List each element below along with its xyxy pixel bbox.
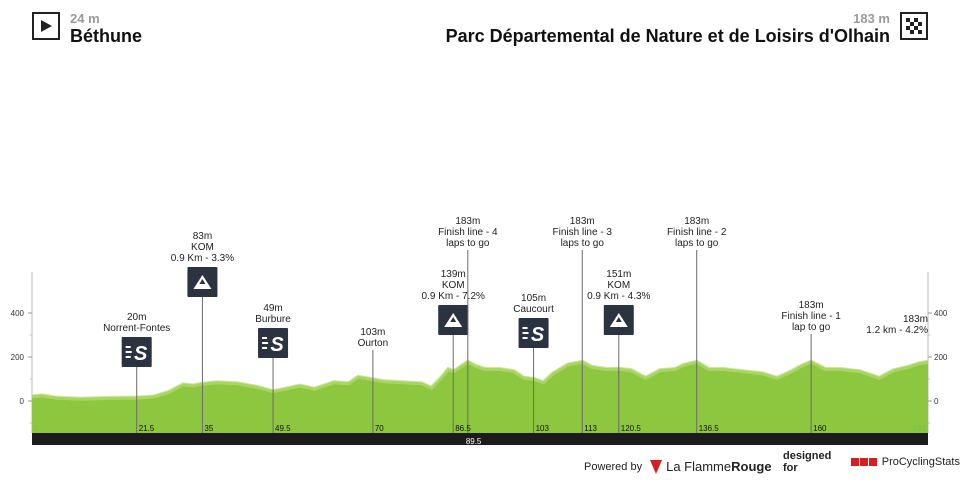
marker-label: 105m	[521, 293, 546, 304]
svg-text:S: S	[134, 343, 148, 365]
brand-b: Rouge	[731, 459, 772, 474]
marker-label: Caucourt	[513, 304, 554, 315]
marker-label: laps to go	[446, 238, 490, 249]
x-tick-label: 70	[375, 424, 384, 433]
marker-label: 83m	[193, 231, 212, 242]
marker-label: 0.9 Km - 7.2%	[422, 291, 485, 302]
mountain-icon	[438, 305, 469, 335]
finish-altitude: 183 m	[853, 11, 890, 26]
x-tick-label: 113	[584, 424, 597, 433]
marker-label: 49m	[263, 303, 282, 314]
y-tick-label-right: 0	[934, 397, 939, 406]
marker-label: 103m	[360, 327, 385, 338]
lafflamerouge-logo: La Flamme Rouge	[650, 459, 772, 474]
x-tick-label: 0	[34, 424, 39, 433]
marker-label: Finish line - 2	[667, 227, 727, 238]
powered-by: Powered by La Flamme Rouge	[584, 459, 772, 474]
powered-label: Powered by	[584, 460, 643, 473]
marker-label: Finish line - 4	[438, 227, 498, 238]
brand-a: La Flamme	[666, 459, 732, 474]
marker-label: laps to go	[675, 238, 719, 249]
designed-label: designed for	[783, 450, 832, 474]
x-tick-label: 21.5	[139, 424, 155, 433]
elevation-highlight	[31, 359, 929, 401]
marker-label: 0.9 Km - 4.3%	[587, 291, 650, 302]
x-tick-label: 120.5	[621, 424, 642, 433]
marker-label: 183m	[455, 216, 480, 227]
start-altitude: 24 m	[70, 11, 100, 26]
marker-label: 151m	[606, 269, 631, 280]
x-tick-label: 160	[813, 424, 827, 433]
sprint-icon: S	[121, 337, 152, 367]
x-tick-label: 49.5	[275, 424, 291, 433]
y-tick-label-left: 200	[11, 353, 25, 362]
marker-label: 183m	[684, 216, 709, 227]
marker-label: Norrent-Fontes	[103, 323, 170, 334]
flame-icon	[650, 459, 663, 474]
checkered-flag-icon	[900, 12, 928, 40]
y-tick-label-right: 400	[934, 309, 948, 318]
distance-bar	[32, 433, 928, 445]
marker-label: 183m	[799, 300, 824, 311]
marker-label: 1.2 km - 4.2%	[866, 325, 928, 336]
start-name: Béthune	[70, 26, 142, 46]
finish-name: Parc Départemental de Nature et de Loisi…	[445, 26, 890, 46]
designed-for: designed for ProCyclingStats	[783, 450, 960, 474]
marker-label: laps to go	[561, 238, 605, 249]
marker-label: 139m	[441, 269, 466, 280]
marker-label: Burbure	[255, 314, 291, 325]
svg-text:S: S	[270, 334, 284, 356]
x-tick-label: 89.5	[466, 437, 482, 446]
marker-label: Finish line - 3	[553, 227, 613, 238]
elevation-area	[32, 360, 928, 433]
svg-text:S: S	[531, 324, 545, 346]
sprint-icon: S	[518, 318, 549, 348]
x-tick-label: 136.5	[699, 424, 720, 433]
play-icon	[32, 12, 60, 40]
marker-label: 20m	[127, 312, 146, 323]
finish-header: 183 m Parc Départemental de Nature et de…	[446, 12, 928, 46]
y-tick-label-left: 0	[20, 397, 25, 406]
sprint-icon: S	[258, 328, 289, 358]
pcs-logo-icon	[850, 458, 878, 466]
marker-label: KOM	[191, 242, 214, 253]
marker-label: KOM	[607, 280, 630, 291]
x-tick-label: 184	[913, 424, 927, 433]
x-tick-label: 86.5	[455, 424, 471, 433]
marker-label: 183m	[903, 314, 928, 325]
mountain-icon	[603, 305, 634, 335]
marker-label: 0.9 Km - 3.3%	[171, 253, 234, 264]
y-tick-label-right: 200	[934, 353, 948, 362]
x-tick-label: 103	[536, 424, 550, 433]
mountain-icon	[187, 267, 218, 297]
start-header: 24 m Béthune	[32, 12, 142, 46]
marker-label: KOM	[442, 280, 465, 291]
marker-label: Finish line - 1	[781, 311, 841, 322]
marker-label: lap to go	[792, 322, 831, 333]
marker-label: 183m	[570, 216, 595, 227]
marker-label: Ourton	[358, 338, 389, 349]
designed-brand: ProCyclingStats	[881, 456, 960, 468]
x-tick-label: 35	[204, 424, 213, 433]
y-tick-label-left: 400	[11, 309, 25, 318]
